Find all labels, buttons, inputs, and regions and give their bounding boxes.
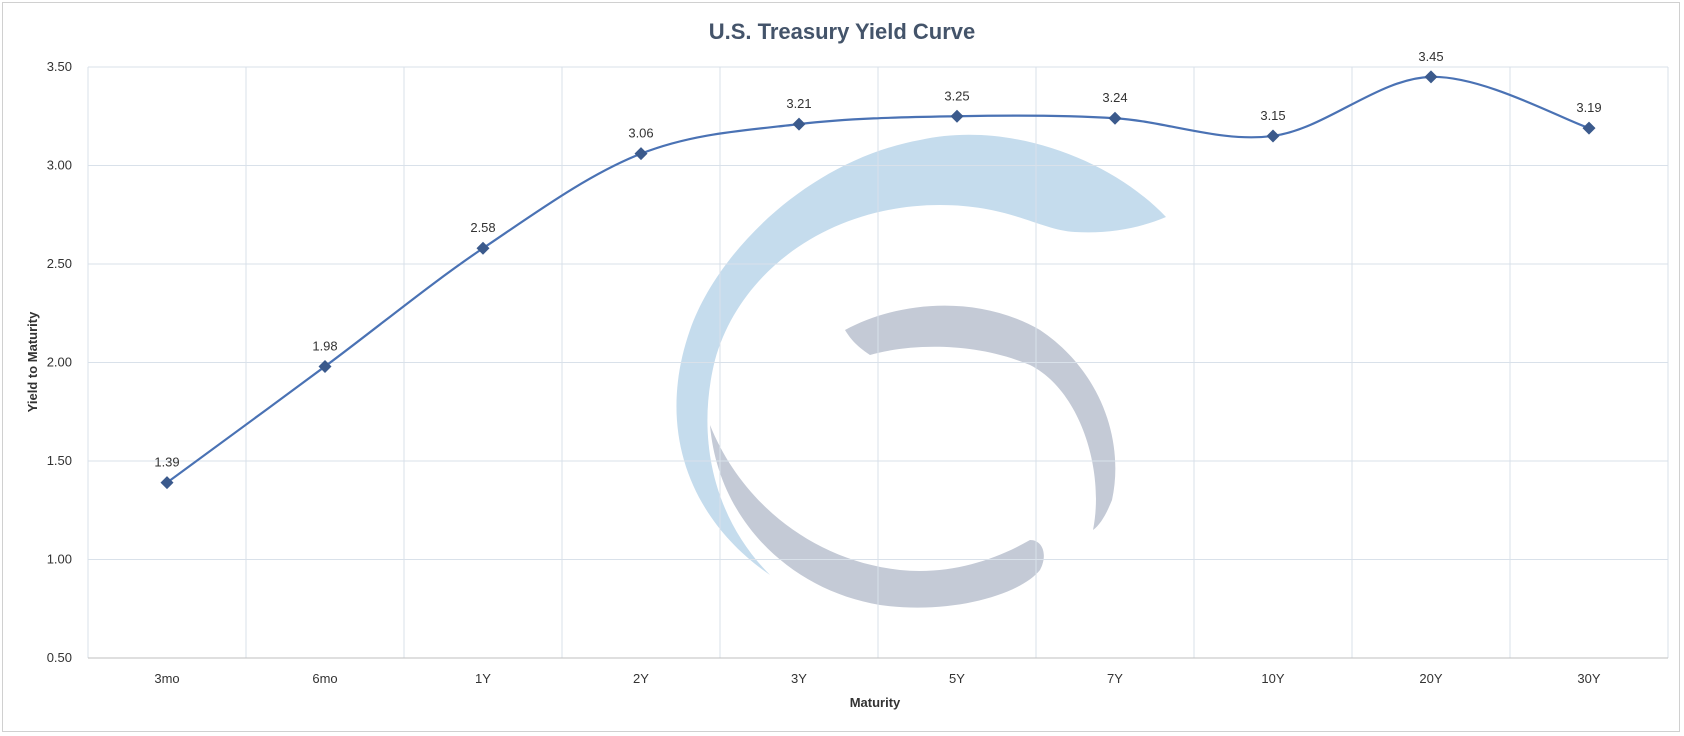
data-point-marker (318, 359, 332, 373)
data-label: 3.19 (1576, 100, 1601, 115)
x-tick-label: 3mo (154, 671, 179, 686)
data-point-marker (1424, 70, 1438, 84)
data-point-marker (950, 109, 964, 123)
data-label: 2.58 (470, 220, 495, 235)
data-point-marker (1266, 129, 1280, 143)
x-axis-ticks: 3mo 6mo 1Y 2Y 3Y 5Y 7Y 10Y 20Y 30Y (154, 671, 1601, 686)
data-point-marker (792, 117, 806, 131)
series-line (166, 75, 1590, 484)
y-tick-label: 3.50 (47, 59, 72, 74)
y-tick-label: 1.00 (47, 552, 72, 567)
watermark-logo (676, 134, 1166, 608)
y-tick-label: 1.50 (47, 453, 72, 468)
data-label: 3.24 (1102, 90, 1127, 105)
y-tick-label: 0.50 (47, 650, 72, 665)
x-tick-label: 10Y (1261, 671, 1284, 686)
x-tick-label: 20Y (1419, 671, 1442, 686)
data-point-marker (476, 241, 490, 255)
data-point-marker (160, 476, 174, 490)
data-label: 3.15 (1260, 108, 1285, 123)
watermark-gray-lower-arc (710, 425, 1044, 608)
data-label: 3.21 (786, 96, 811, 111)
chart-title: U.S. Treasury Yield Curve (709, 19, 976, 44)
watermark-blue-arc (676, 134, 1166, 575)
y-tick-label: 2.00 (47, 355, 72, 370)
y-tick-label: 3.00 (47, 158, 72, 173)
x-tick-label: 3Y (791, 671, 807, 686)
x-tick-label: 1Y (475, 671, 491, 686)
data-point-marker (1108, 111, 1122, 125)
y-axis-ticks: 0.50 1.00 1.50 2.00 2.50 3.00 3.50 (47, 59, 72, 665)
x-tick-label: 6mo (312, 671, 337, 686)
y-tick-label: 2.50 (47, 256, 72, 271)
data-label: 3.06 (628, 126, 653, 141)
series-markers (160, 70, 1596, 490)
x-tick-label: 30Y (1577, 671, 1600, 686)
x-axis-title: Maturity (850, 695, 901, 710)
watermark-gray-upper-arc (845, 305, 1116, 530)
data-label: 1.39 (154, 455, 179, 470)
x-tick-label: 5Y (949, 671, 965, 686)
data-label: 3.45 (1418, 49, 1443, 64)
data-label: 3.25 (944, 88, 969, 103)
data-label: 1.98 (312, 338, 337, 353)
y-axis-title: Yield to Maturity (25, 311, 40, 412)
data-point-marker (634, 147, 648, 161)
data-point-marker (1582, 121, 1596, 135)
x-tick-label: 7Y (1107, 671, 1123, 686)
x-tick-label: 2Y (633, 671, 649, 686)
gridlines (87, 66, 1669, 658)
data-labels: 1.39 1.98 2.58 3.06 3.21 3.25 3.24 3.15 3.45 3.19 (154, 49, 1601, 470)
